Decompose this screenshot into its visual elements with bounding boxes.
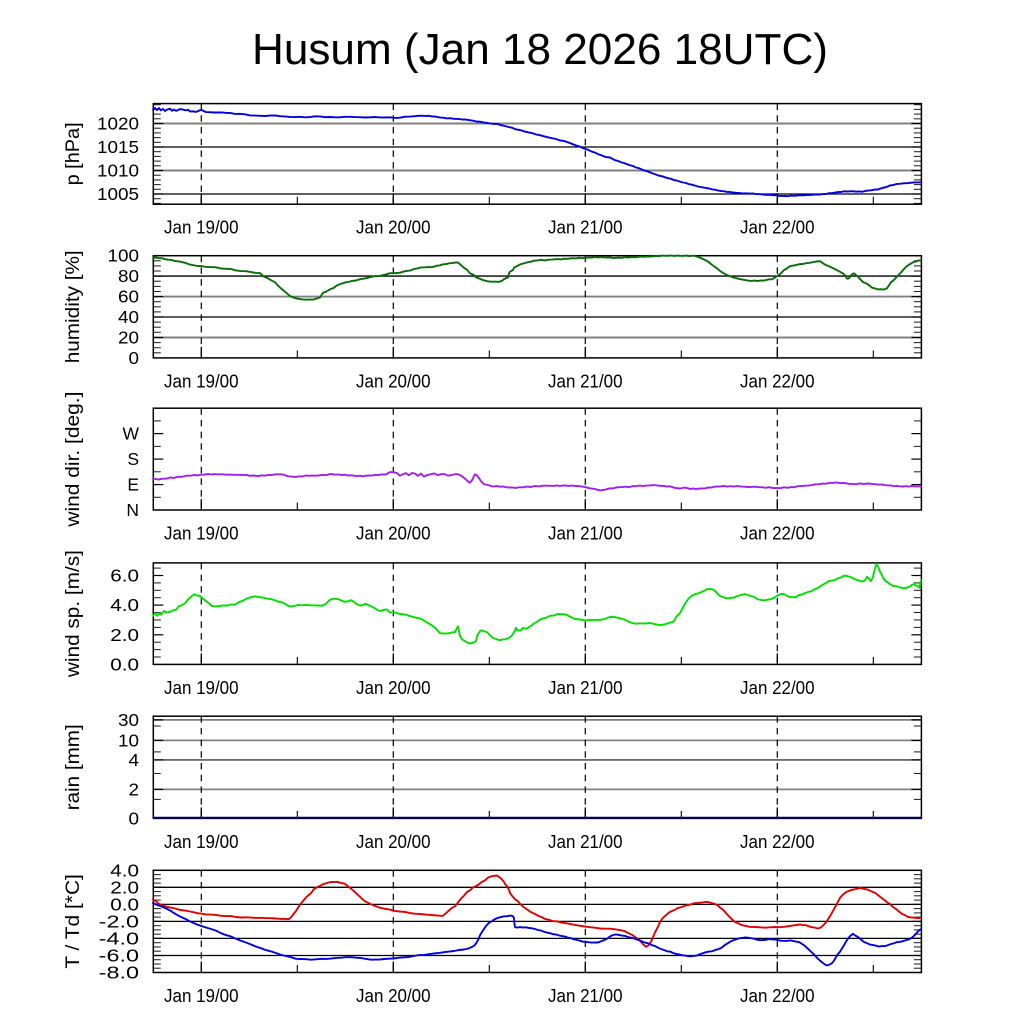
svg-text:60: 60 bbox=[118, 287, 139, 307]
svg-text:E: E bbox=[127, 475, 139, 495]
svg-text:4.0: 4.0 bbox=[110, 595, 139, 615]
svg-text:Jan 19/00: Jan 19/00 bbox=[164, 678, 239, 698]
svg-text:-8.0: -8.0 bbox=[99, 963, 140, 983]
svg-text:1010: 1010 bbox=[97, 161, 139, 181]
svg-text:Jan 21/00: Jan 21/00 bbox=[548, 371, 623, 391]
svg-text:Jan 22/00: Jan 22/00 bbox=[740, 524, 815, 544]
svg-text:humidity [%]: humidity [%] bbox=[62, 250, 84, 363]
svg-text:wind dir. [deg.]: wind dir. [deg.] bbox=[62, 392, 84, 528]
svg-text:1020: 1020 bbox=[97, 114, 139, 134]
svg-text:30: 30 bbox=[118, 710, 139, 730]
svg-text:0.0: 0.0 bbox=[110, 654, 139, 674]
svg-text:Jan 20/00: Jan 20/00 bbox=[356, 986, 431, 1006]
svg-text:2: 2 bbox=[129, 779, 140, 799]
svg-text:Jan 19/00: Jan 19/00 bbox=[164, 218, 239, 238]
svg-text:Jan 19/00: Jan 19/00 bbox=[164, 524, 239, 544]
svg-text:Jan 22/00: Jan 22/00 bbox=[740, 678, 815, 698]
svg-text:Jan 22/00: Jan 22/00 bbox=[740, 832, 815, 852]
svg-text:Jan 21/00: Jan 21/00 bbox=[548, 678, 623, 698]
svg-text:W: W bbox=[122, 424, 139, 444]
svg-text:rain [mm]: rain [mm] bbox=[62, 724, 84, 810]
svg-text:Jan 21/00: Jan 21/00 bbox=[548, 218, 623, 238]
svg-text:Jan 21/00: Jan 21/00 bbox=[548, 524, 623, 544]
svg-text:N: N bbox=[126, 500, 139, 520]
svg-text:T / Td [*C]: T / Td [*C] bbox=[62, 874, 84, 969]
svg-text:Jan 20/00: Jan 20/00 bbox=[356, 678, 431, 698]
svg-text:Jan 20/00: Jan 20/00 bbox=[356, 524, 431, 544]
svg-text:Jan 20/00: Jan 20/00 bbox=[356, 218, 431, 238]
svg-text:Jan 21/00: Jan 21/00 bbox=[548, 832, 623, 852]
svg-text:Jan 20/00: Jan 20/00 bbox=[356, 371, 431, 391]
svg-text:Jan 21/00: Jan 21/00 bbox=[548, 986, 623, 1006]
svg-text:4: 4 bbox=[129, 750, 140, 770]
svg-text:Husum (Jan 18 2026 18UTC): Husum (Jan 18 2026 18UTC) bbox=[252, 25, 828, 74]
svg-text:-4.0: -4.0 bbox=[99, 928, 140, 948]
svg-text:6.0: 6.0 bbox=[110, 566, 139, 586]
svg-text:20: 20 bbox=[118, 328, 139, 348]
svg-text:1005: 1005 bbox=[97, 184, 139, 204]
svg-text:Jan 22/00: Jan 22/00 bbox=[740, 986, 815, 1006]
svg-text:2.0: 2.0 bbox=[110, 877, 139, 897]
svg-text:10: 10 bbox=[118, 730, 139, 750]
svg-text:S: S bbox=[127, 449, 139, 469]
svg-text:p [hPa]: p [hPa] bbox=[62, 122, 84, 185]
svg-text:Jan 19/00: Jan 19/00 bbox=[164, 371, 239, 391]
svg-text:100: 100 bbox=[108, 246, 140, 266]
svg-text:2.0: 2.0 bbox=[110, 625, 139, 645]
svg-text:0: 0 bbox=[129, 808, 140, 828]
svg-text:4.0: 4.0 bbox=[110, 860, 139, 880]
svg-text:40: 40 bbox=[118, 307, 139, 327]
svg-text:Jan 19/00: Jan 19/00 bbox=[164, 832, 239, 852]
svg-text:0: 0 bbox=[129, 348, 140, 368]
svg-text:80: 80 bbox=[118, 266, 139, 286]
svg-text:Jan 22/00: Jan 22/00 bbox=[740, 218, 815, 238]
svg-text:Jan 22/00: Jan 22/00 bbox=[740, 371, 815, 391]
svg-text:Jan 20/00: Jan 20/00 bbox=[356, 832, 431, 852]
svg-text:Jan 19/00: Jan 19/00 bbox=[164, 986, 239, 1006]
svg-text:-2.0: -2.0 bbox=[99, 911, 140, 931]
svg-text:-6.0: -6.0 bbox=[99, 946, 140, 966]
svg-text:1015: 1015 bbox=[97, 137, 139, 157]
svg-text:0.0: 0.0 bbox=[110, 894, 139, 914]
svg-text:wind sp. [m/s]: wind sp. [m/s] bbox=[62, 550, 84, 678]
